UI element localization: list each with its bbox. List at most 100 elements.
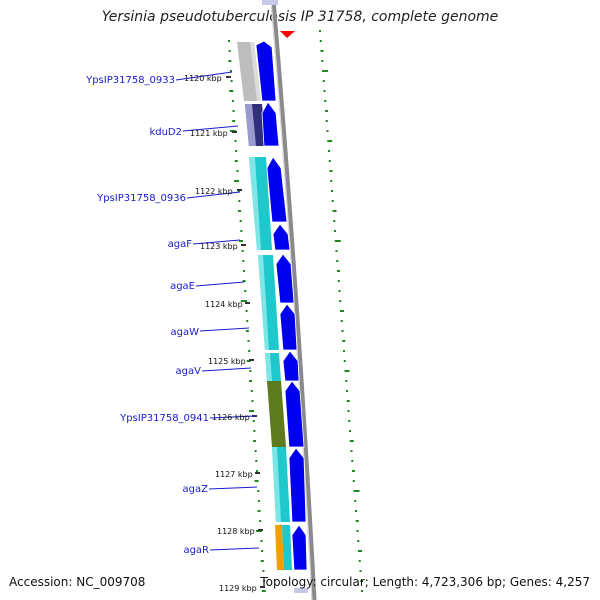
gene-block-kdud2-edge bbox=[245, 104, 256, 146]
gc-dot bbox=[234, 160, 238, 162]
gc-skew-dot bbox=[319, 40, 322, 42]
gc-skew-dot bbox=[334, 230, 336, 232]
gc-dot bbox=[260, 540, 263, 542]
gc-dot bbox=[228, 50, 231, 52]
gene-label-agar[interactable]: agaR bbox=[183, 545, 209, 556]
gc-skew-dot bbox=[355, 510, 357, 512]
gc-dot bbox=[251, 400, 254, 402]
gene-arrow-agaE bbox=[275, 253, 295, 304]
scale-label: 1124 kbp bbox=[205, 300, 243, 309]
gc-skew-dot bbox=[328, 160, 331, 162]
gc-skew-dot bbox=[352, 480, 355, 482]
leader-line bbox=[182, 125, 239, 132]
gc-dot bbox=[263, 580, 266, 582]
gc-skew-dot bbox=[358, 560, 361, 562]
gc-dot bbox=[260, 560, 264, 562]
gc-skew-dot bbox=[325, 110, 328, 112]
gene-arrow-0936 bbox=[266, 156, 288, 223]
gene-label-kdud2[interactable]: kduD2 bbox=[149, 127, 182, 138]
gc-skew-dot bbox=[333, 220, 336, 222]
gc-skew-dot bbox=[330, 180, 333, 182]
gc-skew-dot bbox=[326, 130, 329, 132]
scale-tick bbox=[255, 472, 260, 474]
scale-tick bbox=[245, 302, 250, 304]
gc-skew-dot bbox=[341, 330, 344, 332]
gc-skew-track-right bbox=[319, 30, 364, 592]
gc-skew-dot bbox=[358, 550, 362, 552]
gc-dot bbox=[238, 210, 242, 212]
scale-tick bbox=[232, 131, 237, 133]
gene-arrow-agaZ bbox=[288, 447, 307, 523]
gene-label-agaz[interactable]: agaZ bbox=[183, 484, 209, 495]
gc-dot bbox=[234, 180, 240, 182]
scale-tick bbox=[258, 529, 263, 531]
gc-dot bbox=[248, 350, 251, 352]
leader-line bbox=[209, 547, 260, 551]
scale-label: 1120 kbp bbox=[184, 74, 222, 83]
gc-dot bbox=[246, 320, 249, 322]
gc-skew-dot bbox=[361, 590, 363, 592]
gc-skew-dot bbox=[323, 90, 326, 92]
gc-dot bbox=[241, 250, 244, 252]
gc-skew-dot bbox=[321, 60, 324, 62]
scale-tick bbox=[260, 586, 265, 588]
gene-label-agaw[interactable]: agaW bbox=[171, 327, 200, 338]
gc-skew-dot bbox=[335, 250, 338, 252]
gc-skew-dot bbox=[338, 290, 341, 292]
gc-dot bbox=[235, 150, 238, 152]
gc-skew-dot bbox=[343, 360, 346, 362]
gene-label-agaf[interactable]: agaF bbox=[168, 239, 193, 250]
gc-dot bbox=[247, 340, 250, 342]
gene-label-agae[interactable]: agaE bbox=[170, 281, 195, 292]
gc-skew-dot bbox=[331, 200, 334, 202]
gc-skew-dot bbox=[344, 370, 350, 372]
gene-arrow-0933 bbox=[255, 40, 277, 102]
gene-block-0933-edge bbox=[250, 42, 261, 101]
gene-block-agaR-b bbox=[282, 525, 292, 570]
gene-label-ypsip31758-0941[interactable]: YpsIP31758_0941 bbox=[119, 413, 209, 424]
scale-label: 1126 kbp bbox=[212, 413, 250, 422]
gc-dot bbox=[255, 470, 258, 472]
leader-line bbox=[209, 415, 256, 419]
gene-label-ypsip31758-0933[interactable]: YpsIP31758_0933 bbox=[85, 75, 175, 86]
gc-dot bbox=[230, 80, 233, 82]
scale-label: 1125 kbp bbox=[208, 357, 246, 366]
gene-arrow-agaF bbox=[272, 223, 291, 251]
leader-line bbox=[199, 327, 250, 332]
scale-tick bbox=[237, 189, 242, 191]
gc-dot bbox=[229, 90, 234, 92]
gc-skew-dot bbox=[332, 210, 337, 212]
gc-dot bbox=[236, 170, 239, 172]
gc-skew-dot bbox=[346, 390, 348, 392]
gene-block-agaE-edge bbox=[258, 255, 269, 350]
gene-label-ypsip31758-0936[interactable]: YpsIP31758_0936 bbox=[96, 193, 186, 204]
gc-dot bbox=[249, 410, 255, 412]
gc-dot bbox=[250, 390, 253, 392]
gc-skew-dot bbox=[355, 520, 359, 522]
gc-skew-dot bbox=[349, 440, 354, 442]
genome-backbone bbox=[270, 0, 317, 600]
gc-skew-dot bbox=[348, 420, 351, 422]
gc-skew-dot bbox=[346, 400, 350, 402]
gc-skew-dot bbox=[340, 310, 344, 312]
gc-skew-dot bbox=[324, 100, 327, 102]
accession-text: Accession: NC_009708 bbox=[9, 575, 146, 589]
leader-line bbox=[192, 239, 241, 245]
gene-block-0941 bbox=[267, 381, 286, 447]
leader-line bbox=[186, 191, 241, 199]
scale-label: 1123 kbp bbox=[200, 242, 238, 251]
gc-skew-dot bbox=[329, 170, 333, 172]
gene-label-agav[interactable]: agaV bbox=[176, 366, 202, 377]
gc-dot bbox=[262, 570, 265, 572]
gc-dot bbox=[245, 330, 249, 332]
gc-skew-dot bbox=[322, 70, 328, 72]
scale-label: 1121 kbp bbox=[190, 129, 228, 138]
gc-dot bbox=[245, 310, 248, 312]
gc-dot bbox=[231, 100, 234, 102]
gc-skew-dot bbox=[357, 540, 360, 542]
gc-dot bbox=[234, 140, 237, 142]
gc-skew-dot bbox=[347, 410, 350, 412]
gene-block-agaZ-edge bbox=[272, 447, 281, 522]
